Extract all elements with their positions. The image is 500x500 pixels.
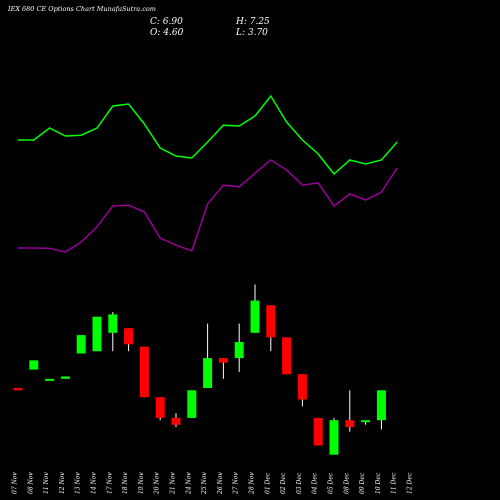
x-tick-label: 28 Nov — [249, 472, 256, 495]
candle — [29, 360, 39, 370]
open-value: O: 4.60 — [150, 28, 184, 38]
x-tick-label: 20 Nov — [154, 472, 161, 495]
close-value: C: 6.90 — [150, 17, 183, 27]
x-tick-label: 07 Nov — [12, 472, 19, 494]
candle-body — [234, 342, 244, 359]
x-tick-label: 02 Dec — [280, 472, 287, 494]
candle — [234, 323, 244, 372]
candle-body — [187, 390, 197, 418]
candle-body — [329, 420, 339, 455]
candle-body — [218, 358, 228, 363]
x-tick-label: 14 Nov — [91, 472, 98, 494]
candle — [203, 323, 213, 388]
candle — [171, 413, 181, 428]
candle-body — [345, 420, 355, 428]
candle — [313, 417, 323, 446]
candle-body — [297, 374, 307, 400]
x-tick-label: 08 Nov — [27, 472, 34, 494]
high-value: H: 7.25 — [236, 17, 270, 27]
x-tick-label: 19 Nov — [138, 472, 145, 494]
candle — [376, 390, 386, 430]
candle-body — [313, 417, 323, 446]
x-tick-label: 24 Nov — [185, 472, 192, 495]
indicator-lines — [18, 94, 398, 253]
candle — [13, 388, 23, 391]
x-tick-label: 18 Nov — [122, 472, 129, 494]
candle — [250, 284, 260, 333]
x-tick-label: 13 Nov — [75, 472, 82, 494]
candle-body — [155, 397, 165, 418]
candle — [297, 374, 307, 407]
candle-body — [203, 358, 213, 388]
candle — [76, 335, 86, 354]
candle-body — [108, 314, 118, 333]
candle — [92, 316, 102, 352]
candle — [266, 305, 276, 352]
candle — [45, 378, 55, 381]
x-tick-label: 27 Nov — [233, 472, 240, 495]
x-tick-label: 11 Nov — [43, 472, 50, 494]
candle — [218, 358, 228, 379]
candle-body — [266, 305, 276, 338]
x-tick-label: 25 Nov — [201, 472, 208, 495]
x-tick-label: 12 Dec — [407, 472, 414, 494]
candle — [361, 420, 371, 425]
x-tick-label: 17 Nov — [106, 472, 113, 494]
x-tick-label: 26 Nov — [217, 472, 224, 495]
candle — [329, 417, 339, 455]
x-tick-label: 04 Dec — [312, 472, 319, 494]
candle-body — [124, 328, 134, 345]
x-tick-label: 09 Dec — [359, 472, 366, 494]
x-tick-label: 12 Nov — [59, 472, 66, 494]
x-tick-label: 21 Nov — [170, 472, 177, 495]
candle-body — [282, 337, 292, 375]
candle — [108, 312, 118, 352]
candles — [13, 284, 386, 455]
candle — [282, 337, 292, 375]
upper-indicator-line — [18, 94, 398, 176]
candle-body — [13, 388, 23, 391]
candle-body — [139, 346, 149, 398]
candle-body — [376, 390, 386, 421]
candle-body — [60, 376, 70, 379]
x-tick-label: 08 Dec — [343, 472, 350, 494]
candle — [345, 390, 355, 432]
candle-body — [92, 316, 102, 352]
candle — [60, 376, 70, 379]
candle-body — [171, 417, 181, 425]
x-tick-label: 10 Dec — [375, 472, 382, 494]
x-tick-label: 05 Dec — [328, 472, 335, 494]
lower-indicator-line — [18, 159, 398, 253]
candle-body — [29, 360, 39, 370]
candle — [124, 328, 134, 352]
candle — [155, 397, 165, 421]
candle-body — [361, 420, 371, 423]
x-tick-label: 01 Dec — [264, 472, 271, 494]
low-value: L: 3.70 — [236, 28, 268, 38]
candle-body — [76, 335, 86, 354]
candle-body — [250, 300, 260, 333]
candle — [139, 346, 149, 398]
candle-body — [45, 378, 55, 381]
x-axis-labels: 07 Nov 08 Nov 11 Nov 12 Nov 13 Nov 14 Nov 17 N… — [12, 472, 414, 495]
x-tick-label: 11 Dec — [391, 472, 398, 494]
chart-title: IEX 680 CE Options Chart MunafaSutra.com — [8, 5, 156, 13]
candle — [187, 390, 197, 418]
x-tick-label: 03 Dec — [296, 472, 303, 494]
